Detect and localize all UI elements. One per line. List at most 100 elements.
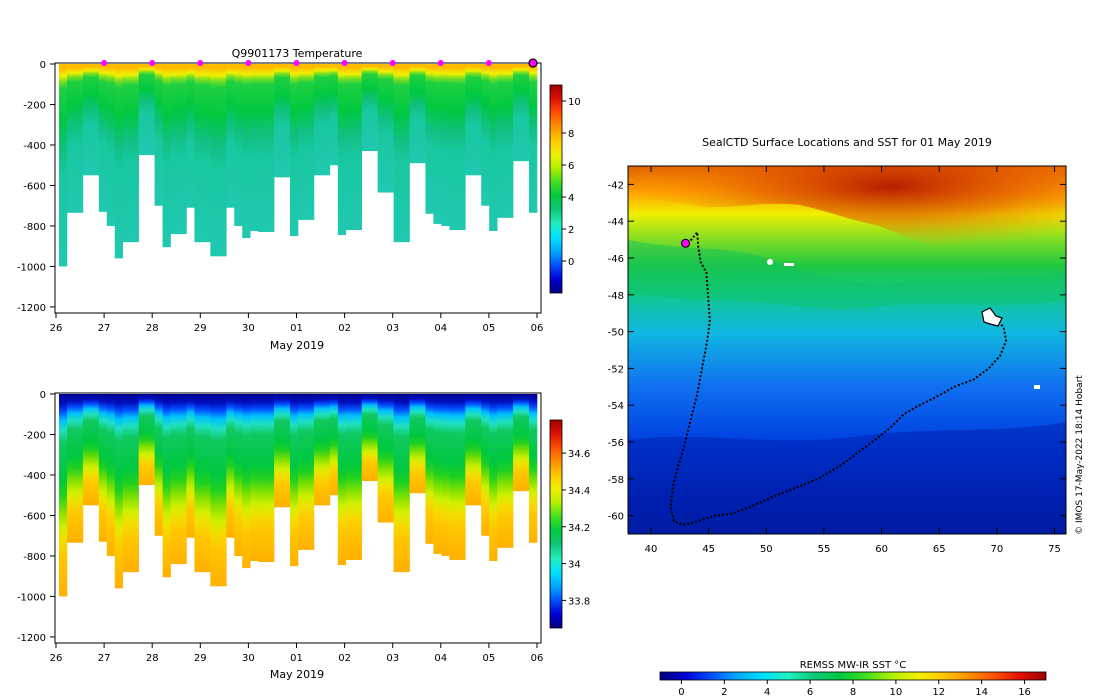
profile-column (369, 394, 378, 482)
profile-column (282, 394, 291, 508)
profile-column (59, 394, 68, 597)
temperature-colorbar-tick-label: 2 (568, 225, 574, 236)
x-tick-label: 29 (194, 323, 207, 334)
profile-column (345, 394, 355, 560)
salinity-xlabel: May 2019 (270, 668, 324, 681)
profile-column (433, 64, 442, 224)
profile-column (353, 394, 363, 560)
sst-field (628, 166, 1066, 534)
profile-column (274, 64, 283, 178)
profile-marker-04 (437, 60, 444, 66)
profile-marker-02 (341, 60, 348, 66)
profile-column (82, 64, 92, 176)
profile-column (425, 64, 434, 214)
profile-markers (101, 58, 538, 68)
salinity-cells (59, 394, 538, 597)
profile-column (521, 394, 530, 492)
map-y-tick-label: -46 (608, 254, 624, 265)
profile-column (298, 394, 307, 550)
salinity-colorbar-ticks: 34.6 34.4 34.2 34 33.8 (562, 449, 590, 607)
x-tick-label: 06 (531, 323, 544, 334)
map-x-tick-label: 60 (875, 544, 888, 555)
profile-column (481, 394, 490, 536)
map-y-tick-label: -50 (608, 328, 624, 339)
profile-column (178, 394, 187, 565)
temperature-colorbar-tick-label: 8 (568, 129, 574, 140)
profile-column (417, 64, 426, 164)
profile-column (210, 394, 219, 587)
x-tick-label: 04 (434, 323, 447, 334)
profile-column (106, 394, 116, 556)
profile-column (465, 64, 474, 176)
x-tick-label: 27 (98, 323, 111, 334)
x-tick-label: 26 (50, 323, 63, 334)
x-tick-label: 27 (98, 653, 111, 664)
profile-column (154, 64, 163, 206)
map-x-tick-label: 55 (818, 544, 831, 555)
profile-column (497, 394, 506, 548)
profile-column (282, 64, 291, 178)
x-tick-label: 02 (338, 323, 351, 334)
profile-column (154, 394, 163, 536)
x-tick-label: 03 (386, 323, 399, 334)
profile-column (218, 64, 227, 257)
profile-column (489, 64, 498, 232)
profile-column (138, 394, 147, 486)
y-tick-label: -1200 (17, 633, 46, 644)
profile-column (433, 394, 442, 554)
salinity-colorbar-tick-label: 34.2 (568, 523, 590, 534)
map-colorbar-tick-label: 0 (678, 687, 684, 698)
y-tick-label: -1200 (17, 303, 46, 314)
profile-marker-30 (245, 60, 252, 66)
profile-column (377, 64, 386, 193)
map-x-tick-label: 75 (1048, 544, 1061, 555)
profile-column (361, 394, 370, 482)
profile-column (130, 64, 139, 243)
map-colorbar-tick-label: 6 (807, 687, 813, 698)
first-position-marker (681, 238, 691, 248)
profile-column (481, 64, 490, 206)
salinity-x-ticks: 26 27 28 29 30 01 02 03 04 05 06 (50, 643, 543, 664)
map-colorbar-tick-label: 10 (890, 687, 903, 698)
map-y-tick-label: -44 (608, 217, 624, 228)
y-tick-label: -1000 (17, 592, 46, 603)
profile-column (114, 394, 124, 589)
profile-column (66, 64, 76, 213)
y-tick-label: -800 (23, 222, 46, 233)
profile-column (345, 64, 355, 230)
profile-column (122, 64, 131, 243)
profile-column (90, 394, 100, 506)
temperature-panel: Q9901173 Temperature 0 -200 -400 -600 -800 -1… (17, 47, 581, 352)
map-colorbar-tick-label: 4 (764, 687, 770, 698)
profile-column (250, 64, 259, 232)
temperature-xlabel: May 2019 (270, 339, 324, 352)
map-colorbar-tick-label: 2 (721, 687, 727, 698)
x-tick-label: 01 (290, 323, 303, 334)
profile-marker-06 (528, 58, 538, 68)
profile-column (401, 394, 410, 573)
profile-column (505, 394, 514, 548)
profile-column (457, 394, 466, 560)
profile-column (449, 394, 458, 560)
profile-column (441, 394, 450, 556)
profile-marker-28 (149, 60, 156, 66)
profile-column (242, 64, 251, 239)
profile-column (377, 394, 386, 523)
profile-column (337, 394, 347, 566)
profile-column (321, 394, 331, 506)
profile-column (290, 394, 299, 567)
map-x-tick-label: 70 (990, 544, 1003, 555)
profile-column (234, 394, 243, 556)
temperature-cells (59, 64, 538, 267)
profile-column (250, 394, 259, 562)
profile-column (242, 394, 251, 569)
profile-marker-01 (293, 60, 300, 66)
profile-column (210, 64, 219, 257)
profile-column (266, 394, 275, 563)
profile-column (146, 394, 155, 486)
x-tick-label: 30 (242, 323, 255, 334)
profile-column (59, 64, 68, 267)
salinity-colorbar (549, 419, 563, 629)
profile-column (393, 394, 402, 573)
profile-column (194, 394, 203, 573)
